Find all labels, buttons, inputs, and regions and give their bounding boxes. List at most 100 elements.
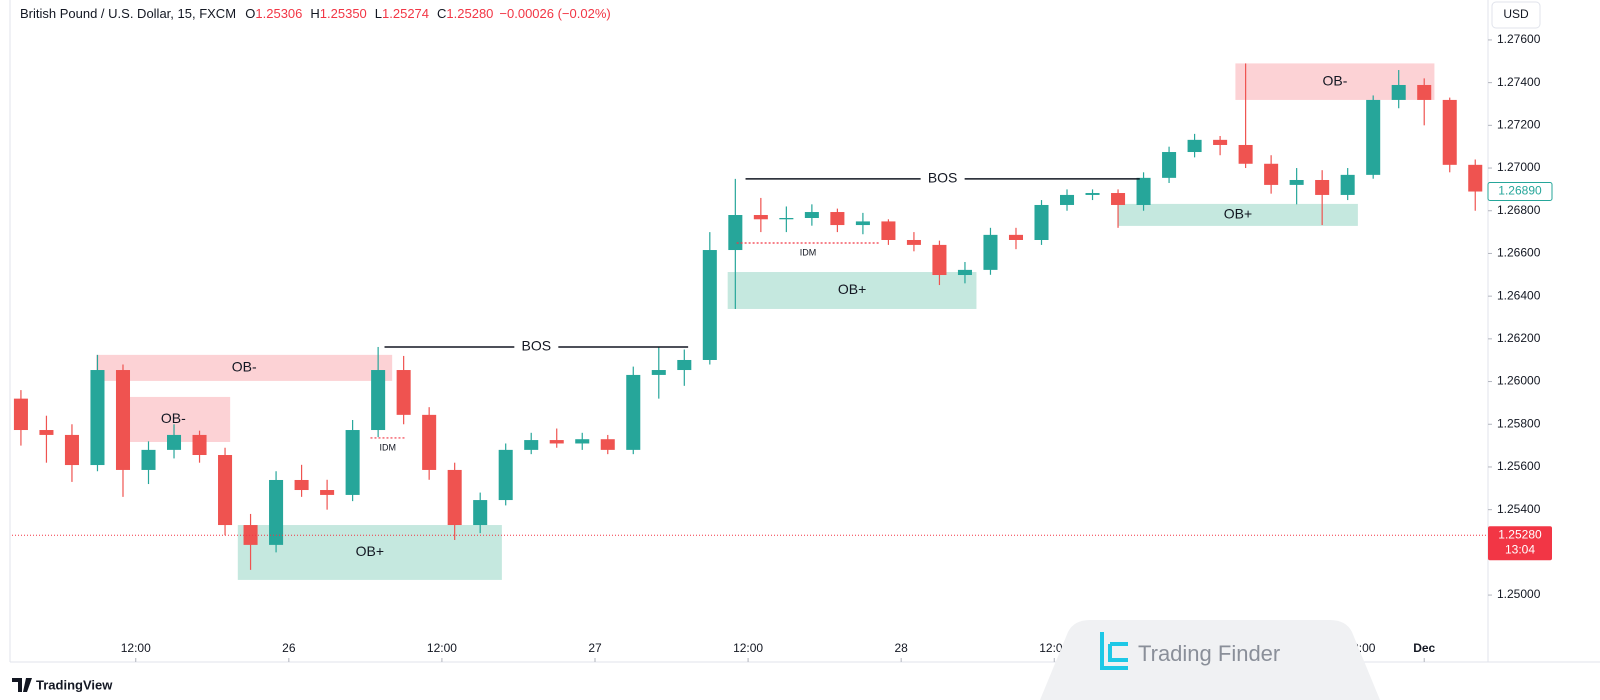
price-label-box	[1487, 182, 1553, 202]
y-tick-label: 1.26800	[1497, 203, 1541, 217]
watermark-bg	[1040, 620, 1380, 700]
candle-body	[192, 434, 207, 456]
candle-body	[64, 434, 79, 466]
idm-label: IDM	[800, 247, 817, 257]
bos-label-bg	[514, 337, 559, 356]
y-tick-label: 1.27400	[1497, 75, 1541, 89]
candle-body	[1264, 163, 1279, 185]
countdown: 13:04	[1505, 542, 1535, 556]
candle-body	[141, 449, 156, 470]
candle-body	[575, 439, 590, 444]
y-tick-label: 1.25800	[1497, 416, 1541, 430]
x-tick-label: Dec	[1413, 641, 1435, 655]
ohlc-label: C	[437, 6, 447, 21]
ohlc-value: 1.25280	[446, 6, 494, 21]
watermark: Trading Finder	[1040, 620, 1380, 700]
candle-body	[1340, 174, 1355, 195]
ohlc-label: H	[310, 6, 320, 21]
idm-label: IDM	[379, 442, 396, 452]
candle-body	[957, 269, 972, 276]
candle-body	[294, 479, 309, 491]
currency[interactable]: USD	[1503, 7, 1529, 21]
candle-body	[1085, 193, 1100, 195]
change: −0.00026 (−0.02%)	[499, 6, 611, 21]
price-label: 1.25280	[1498, 527, 1542, 541]
y-tick-label: 1.25400	[1497, 502, 1541, 516]
candle-body	[473, 500, 488, 526]
candle-body	[166, 434, 182, 450]
candle-body	[1289, 179, 1304, 185]
candle-body	[1417, 84, 1432, 100]
candle-body	[1059, 194, 1075, 205]
price-label: 1.26890	[1498, 184, 1542, 198]
candle-body	[1315, 179, 1330, 195]
y-tick-label: 1.26000	[1497, 374, 1541, 388]
candle-body	[702, 250, 717, 360]
candle-body	[626, 374, 641, 450]
candle-body	[600, 439, 615, 450]
candle-body	[422, 414, 437, 470]
candle-body	[1162, 152, 1177, 178]
candle-body	[243, 525, 258, 545]
candle-body	[90, 370, 105, 466]
candle-body	[677, 359, 692, 371]
currency-button[interactable]	[1491, 1, 1541, 29]
order-block	[116, 396, 231, 442]
order-block	[1118, 203, 1358, 226]
y-tick-label: 1.25600	[1497, 459, 1541, 473]
brand: TradingView	[12, 677, 113, 692]
y-tick-label: 1.26600	[1497, 246, 1541, 260]
candle-body	[498, 449, 513, 501]
candle-body	[881, 221, 896, 240]
price-label-box	[1488, 526, 1552, 561]
x-tick-label: 28	[894, 641, 908, 655]
candle-body	[1238, 144, 1253, 164]
candle-body	[983, 234, 998, 270]
order-block-label: OB+	[1224, 206, 1252, 222]
ohlc-value: 1.25350	[319, 6, 367, 21]
bos-label-bg	[920, 169, 965, 188]
candle-body	[1366, 99, 1381, 175]
brand-logo	[12, 678, 32, 692]
watermark-text: Trading Finder	[1138, 641, 1280, 666]
candles	[13, 63, 1483, 570]
bos-label: BOS	[522, 338, 552, 354]
order-block	[96, 354, 393, 381]
ohlc-label: L	[374, 6, 383, 21]
candle-body	[1442, 99, 1457, 165]
x-tick-label: 12:00	[121, 641, 151, 655]
y-tick-label: 1.27200	[1497, 118, 1541, 132]
candle-body	[651, 370, 666, 375]
candle-body	[345, 430, 360, 495]
x-tick-label: 27	[588, 641, 602, 655]
zones	[96, 63, 1435, 580]
candle-body	[396, 370, 411, 415]
x-tick-label: 12:00	[733, 641, 763, 655]
candle-body	[1008, 234, 1024, 240]
order-block-label: OB-	[161, 410, 186, 426]
y-tick-label: 1.27600	[1497, 32, 1541, 46]
watermark-logo	[1100, 632, 1128, 670]
x-tick-label: 26	[282, 641, 296, 655]
candle-body	[115, 370, 131, 470]
order-block-label: OB-	[1322, 72, 1347, 88]
x-tick-label: 12:00	[427, 641, 457, 655]
ohlc-value: 1.25306	[255, 6, 303, 21]
header: British Pound / U.S. Dollar, 15, FXCM O1…	[20, 6, 617, 21]
ohlc-value: 1.25274	[382, 6, 430, 21]
order-block-label: OB+	[356, 543, 384, 559]
candle-body	[804, 212, 819, 219]
candle-body	[524, 440, 539, 450]
candle-body	[320, 490, 335, 495]
ohlc-label: O	[245, 6, 256, 21]
candle-body	[728, 215, 743, 251]
candle-body	[269, 479, 284, 545]
candle-body	[39, 430, 54, 435]
candle-body	[218, 455, 233, 526]
candle-body	[1187, 139, 1202, 153]
ohlc: O1.25306 H1.25350 L1.25274 C1.25280	[243, 6, 499, 21]
candle-body	[1136, 177, 1151, 205]
